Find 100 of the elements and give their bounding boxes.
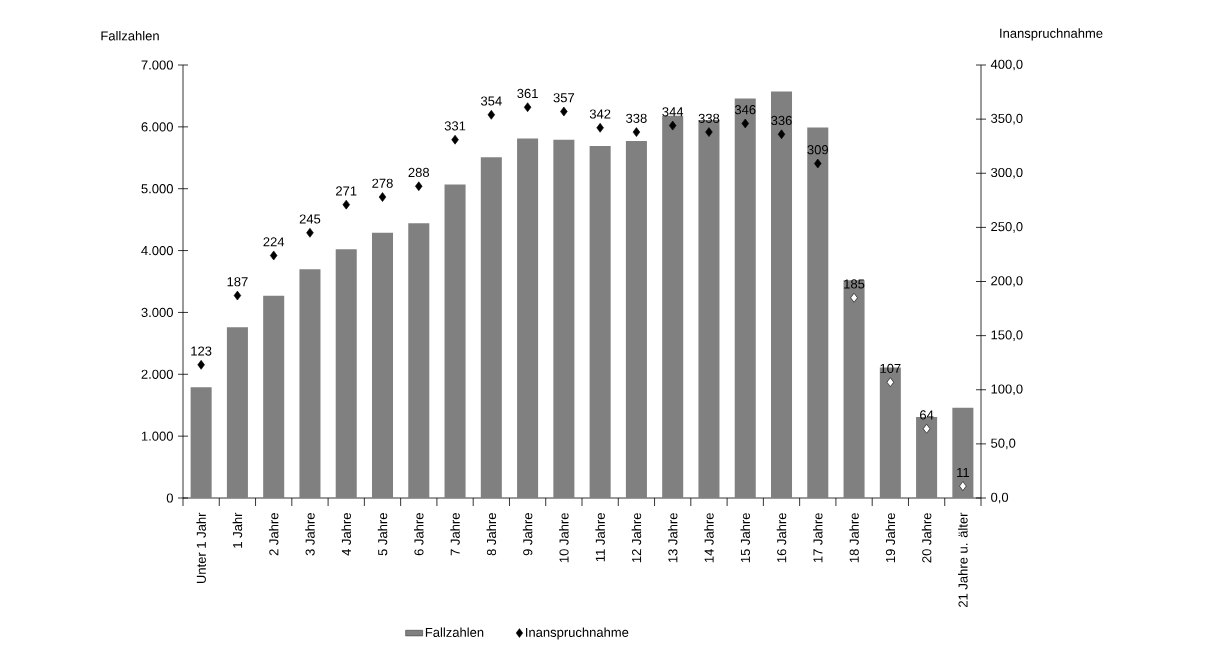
point xyxy=(814,158,822,169)
point xyxy=(560,106,568,117)
data-label: 224 xyxy=(263,237,285,247)
y2-tick-label: 150,0 xyxy=(991,330,1023,341)
data-label: 338 xyxy=(626,113,647,123)
x-tick-label: 4 Jahre xyxy=(341,513,351,556)
data-label: 344 xyxy=(662,107,684,117)
x-tick-label: 12 Jahre xyxy=(631,513,642,563)
bar xyxy=(625,141,647,498)
point xyxy=(233,290,242,301)
bar xyxy=(335,249,357,498)
bar xyxy=(770,91,793,498)
bar xyxy=(444,184,466,498)
x-tick-label: 7 Jahre xyxy=(450,513,460,556)
x-tick-label: 3 Jahre xyxy=(305,513,315,556)
x-tick-label: 11 Jahre xyxy=(595,513,605,562)
y-tick-label: 5.000 xyxy=(141,184,173,194)
y-tick-label: 2.000 xyxy=(141,369,173,379)
bar xyxy=(190,387,212,498)
x-tick-label: 2 Jahre xyxy=(268,513,279,556)
data-label: 271 xyxy=(336,186,357,196)
point xyxy=(669,120,677,131)
data-label: 357 xyxy=(553,93,575,103)
y-tick-label: 3.000 xyxy=(141,307,173,318)
y-tick-label: 0 xyxy=(166,493,173,503)
x-tick-label: 6 Jahre xyxy=(414,513,424,556)
point xyxy=(487,109,495,120)
x-tick-label: 5 Jahre xyxy=(377,513,388,556)
point xyxy=(523,102,532,113)
y2-tick-label: 100,0 xyxy=(991,384,1023,396)
x-tick-label: 21 Jahre u. älter xyxy=(958,512,968,608)
x-tick-label: 19 Jahre xyxy=(885,513,896,563)
y2-tick-label: 0,0 xyxy=(991,492,1009,504)
y2-tick-label: 50,0 xyxy=(991,438,1016,450)
point xyxy=(632,127,641,137)
point xyxy=(777,129,786,140)
data-label: 336 xyxy=(771,115,792,126)
x-tick-label: 16 Jahre xyxy=(776,513,787,563)
data-label: 185 xyxy=(844,279,865,289)
bar xyxy=(662,115,684,498)
y2-tick-label: 300,0 xyxy=(991,167,1023,179)
x-tick-label: 9 Jahre xyxy=(522,513,533,556)
y2-tick-label: 200,0 xyxy=(991,276,1023,287)
data-label: 245 xyxy=(299,214,321,224)
bar xyxy=(734,98,756,498)
point xyxy=(415,181,423,192)
point xyxy=(197,360,205,370)
point xyxy=(451,134,459,145)
x-tick-label: 1 Jahr xyxy=(232,512,243,548)
data-label: 64 xyxy=(920,410,934,420)
point xyxy=(886,377,894,387)
x-tick-label: 18 Jahre xyxy=(849,513,859,563)
bar xyxy=(226,327,248,498)
point xyxy=(705,127,713,137)
data-label: 123 xyxy=(191,346,212,356)
y-tick-label: 6.000 xyxy=(141,122,173,132)
point xyxy=(306,227,314,238)
y2-tick-label: 400,0 xyxy=(990,59,1023,71)
data-label: 288 xyxy=(408,167,430,178)
x-tick-label: 20 Jahre xyxy=(921,513,932,563)
point xyxy=(270,250,278,261)
point xyxy=(850,292,858,303)
bar xyxy=(408,223,430,498)
point xyxy=(741,118,749,129)
bar xyxy=(843,280,865,498)
x-tick-label: Unter 1 Jahr xyxy=(196,512,206,584)
legend-label: Inanspruchnahme xyxy=(526,627,629,640)
data-label: 11 xyxy=(957,467,969,477)
legend-label: Fallzahlen xyxy=(425,627,484,637)
y-tick-label: 7.000 xyxy=(141,60,173,70)
bar xyxy=(480,157,502,498)
y-tick-label: 1.000 xyxy=(141,431,173,441)
bar xyxy=(952,407,974,498)
bar xyxy=(517,138,539,498)
point xyxy=(378,192,387,202)
y2-axis-title: Inanspruchnahme xyxy=(1000,28,1103,41)
x-tick-label: 17 Jahre xyxy=(813,513,823,563)
point xyxy=(959,481,967,491)
y-axis-title: Fallzahlen xyxy=(101,30,159,41)
bar xyxy=(299,269,321,498)
point xyxy=(922,423,931,434)
x-tick-label: 14 Jahre xyxy=(704,513,714,563)
data-label: 354 xyxy=(480,96,502,106)
data-label: 338 xyxy=(698,113,720,123)
data-label: 331 xyxy=(444,121,466,131)
bar xyxy=(589,146,611,498)
data-label: 346 xyxy=(734,105,756,115)
x-tick-label: 8 Jahre xyxy=(486,513,497,556)
y-tick-label: 4.000 xyxy=(141,245,173,256)
data-label: 278 xyxy=(372,178,393,188)
point xyxy=(596,122,604,133)
bar xyxy=(263,295,285,498)
x-tick-label: 13 Jahre xyxy=(667,513,678,563)
x-tick-label: 10 Jahre xyxy=(559,513,569,563)
x-tick-label: 15 Jahre xyxy=(740,513,751,563)
data-label: 187 xyxy=(227,277,248,287)
bar xyxy=(807,127,829,498)
point xyxy=(342,199,350,210)
data-label: 361 xyxy=(517,88,538,99)
y2-tick-label: 250,0 xyxy=(991,222,1023,233)
